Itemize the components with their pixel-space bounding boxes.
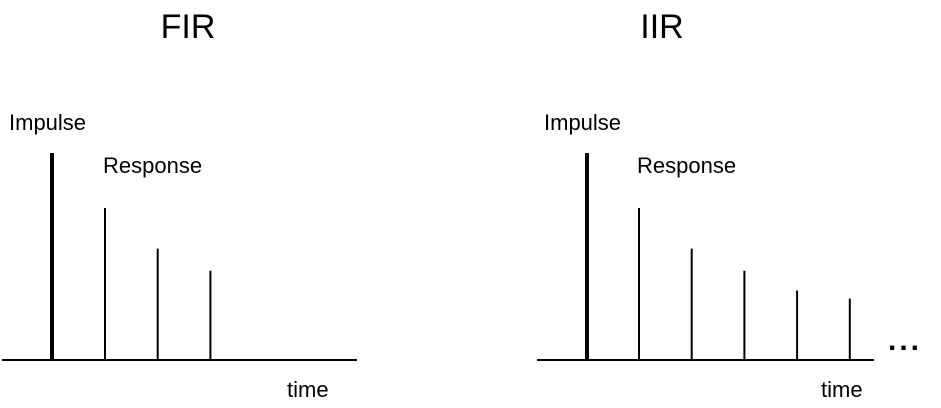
fir-impulse-label: Impulse	[9, 110, 86, 135]
iir-impulse-label: Impulse	[544, 110, 621, 135]
fir-title: FIR	[161, 8, 216, 46]
fir-panel: FIR Impulse Response time	[2, 8, 357, 402]
iir-panel: IIR Impulse Response time ...	[537, 8, 922, 402]
iir-time-label: time	[821, 377, 863, 402]
iir-response-stems	[638, 208, 851, 361]
fir-response-stems	[104, 208, 212, 361]
fir-time-label: time	[287, 377, 329, 402]
iir-response-label: Response	[637, 153, 736, 178]
iir-title: IIR	[640, 8, 683, 46]
iir-continuation-dots: ...	[888, 324, 922, 357]
fir-response-label: Response	[103, 153, 202, 178]
